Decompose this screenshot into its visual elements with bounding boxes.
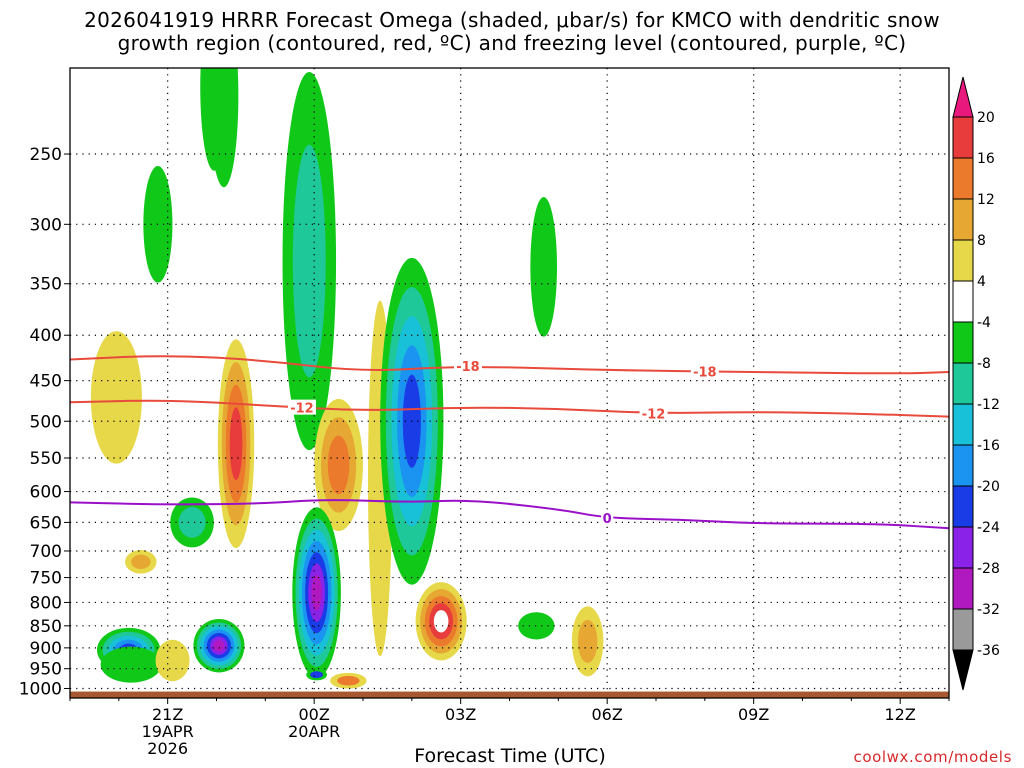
gridlines	[70, 68, 949, 698]
colorbar-label-3: 8	[977, 233, 986, 249]
colorbar-label-12: -32	[977, 602, 1000, 618]
x-tick-label-2-0: 03Z	[445, 705, 476, 724]
colorbar-band-7	[952, 403, 974, 446]
colorbar-low-arrow	[952, 649, 974, 691]
colorbar-label-1: 16	[977, 151, 995, 167]
colorbar-band-6	[952, 362, 974, 405]
y-tick-label-3: 400	[30, 326, 62, 346]
colorbar-label-11: -28	[977, 561, 1000, 577]
colorbar-band-2	[952, 198, 974, 241]
x-axis-title: Forecast Time (UTC)	[414, 745, 606, 767]
omega-cell-4-level-1	[178, 507, 206, 538]
temperature-contours: -18 -18 -12 -12 0	[70, 355, 949, 530]
omega-cell-10-level-0	[209, 68, 239, 188]
y-tick-label-9: 700	[30, 542, 62, 562]
colorbar-band-8	[952, 444, 974, 487]
y-tick-label-4: 450	[30, 372, 62, 392]
omega-cell-1-level-0	[100, 646, 162, 683]
colorbar-high-arrow	[952, 76, 974, 118]
contour-label-1-1: -12	[642, 407, 666, 422]
colorbar-label-10: -24	[977, 520, 1000, 536]
contour-label-bg-0-1	[690, 363, 719, 379]
contour-line-0	[70, 355, 949, 375]
axes: 2503003504004505005506006507007508008509…	[19, 145, 950, 758]
contour-label-0-0: -18	[456, 360, 480, 375]
colorbar-label-9: -20	[977, 479, 1000, 495]
omega-cell-18-level-4	[433, 610, 449, 633]
colorbar: 20 16 12 8 4 -4 -8 -12 -16 -20 -24 -28 -32 -36	[952, 76, 1000, 691]
y-tick-label-5: 500	[30, 412, 62, 432]
y-tick-label-8: 650	[30, 513, 62, 533]
omega-cell-9-level-3	[229, 407, 243, 480]
plot-background	[70, 68, 949, 698]
y-tick-label-12: 850	[30, 617, 62, 637]
omega-cell-6-level-1	[131, 554, 151, 570]
contour-label-bg-0-0	[453, 358, 482, 374]
omega-cell-2-level-0	[90, 331, 142, 464]
x-tick-label-0-2: 2026	[147, 739, 188, 758]
x-tick-label-5-0: 12Z	[885, 705, 916, 724]
x-tick-label-1-0: 00Z	[299, 705, 330, 724]
y-tick-label-10: 750	[30, 569, 62, 589]
x-tick-label-3-0: 06Z	[592, 705, 623, 724]
omega-cell-12-level-2	[327, 435, 350, 495]
contour-label-bg-1-0	[287, 399, 316, 415]
colorbar-label-7: -12	[977, 397, 1000, 413]
omega-cell-21-level-1	[577, 619, 598, 663]
colorbar-label-4: 4	[977, 274, 986, 290]
colorbar-band-10	[952, 526, 974, 569]
colorbar-band-1	[952, 157, 974, 200]
y-tick-label-14: 950	[30, 660, 62, 680]
title-line-1: 2026041919 HRRR Forecast Omega (shaded, …	[84, 8, 940, 32]
plot-frame	[69, 67, 950, 699]
omega-cell-15-level-1	[337, 675, 360, 686]
omega-cell-19-level-0	[530, 197, 558, 337]
contour-label-bg-1-1	[639, 405, 668, 421]
omega-cell-7-level-0	[155, 639, 190, 682]
colorbar-band-5	[952, 321, 974, 364]
contour-label-2-0: 0	[603, 512, 612, 527]
colorbar-band-9	[952, 485, 974, 528]
colorbar-band-11	[952, 567, 974, 610]
colorbar-band-3	[952, 239, 974, 282]
x-tick-label-0-1: 19APR	[142, 722, 194, 741]
colorbar-label-8: -16	[977, 438, 1000, 454]
contour-label-1-0: -12	[290, 402, 314, 417]
omega-cell-8-level-6	[213, 640, 225, 652]
y-tick-label-7: 600	[30, 483, 62, 503]
contour-label-0-1: -18	[693, 365, 717, 380]
colorbar-label-13: -36	[977, 643, 1000, 659]
credit-link[interactable]: coolwx.com/models	[853, 748, 1012, 766]
omega-cell-11-level-1	[292, 144, 326, 378]
colorbar-band-12	[952, 608, 974, 651]
y-tick-label-11: 800	[30, 593, 62, 613]
y-tick-label-13: 900	[30, 639, 62, 659]
title-line-2: growth region (contoured, red, ºC) and f…	[117, 31, 907, 55]
ground-strip	[70, 691, 949, 698]
x-tick-label-0-0: 21Z	[152, 705, 183, 724]
y-tick-label-0: 250	[30, 145, 62, 165]
x-tick-label-1-1: 20APR	[288, 722, 340, 741]
colorbar-label-2: 12	[977, 192, 995, 208]
y-tick-label-6: 550	[30, 449, 62, 469]
y-tick-label-15: 1000	[19, 679, 62, 699]
omega-cell-14-level-1	[310, 671, 324, 679]
ground-surface	[70, 691, 949, 698]
omega-cell-20-level-0	[518, 612, 555, 640]
y-tick-label-1: 300	[30, 215, 62, 235]
colorbar-label-0: 20	[977, 110, 995, 126]
contour-line-2	[70, 499, 949, 530]
y-tick-label-2: 350	[30, 275, 62, 295]
contour-line-1	[70, 399, 949, 418]
colorbar-label-6: -8	[977, 356, 991, 372]
colorbar-band-4	[952, 280, 974, 323]
colorbar-label-5: -4	[977, 315, 991, 331]
x-tick-label-4-0: 09Z	[738, 705, 769, 724]
colorbar-band-0	[952, 116, 974, 159]
omega-cell-13-level-6	[311, 574, 322, 611]
contour-label-bg-2-0	[601, 510, 614, 526]
